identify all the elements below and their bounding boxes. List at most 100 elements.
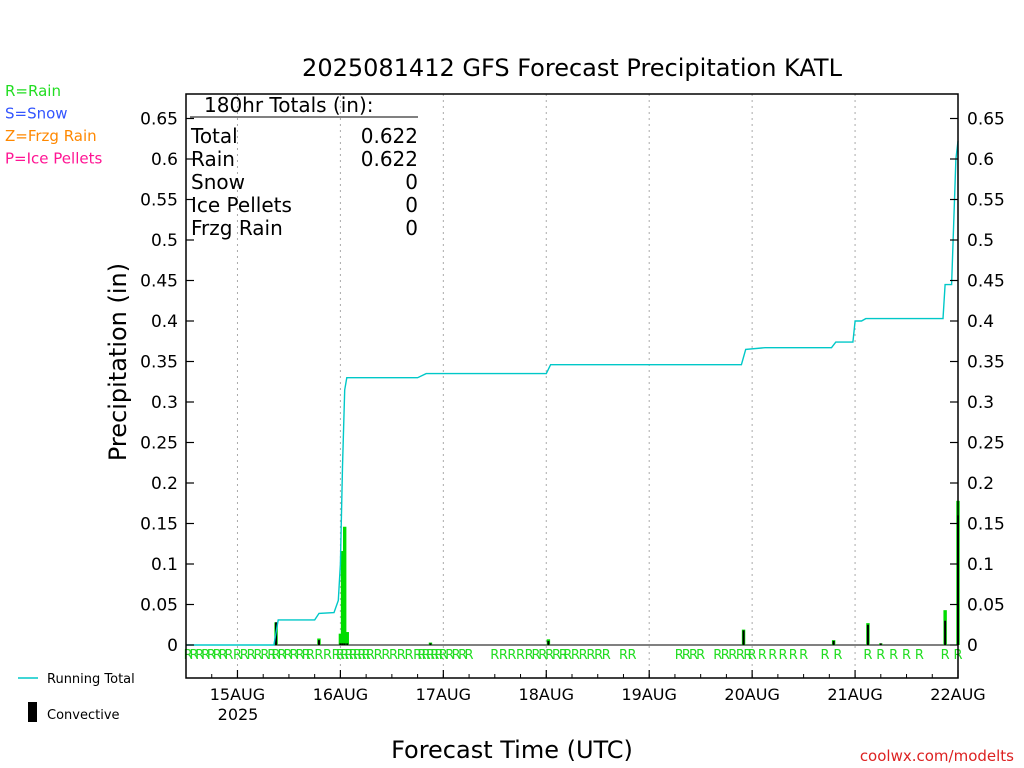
ptype-letter: R	[445, 648, 454, 663]
y-tick-label-left: 0.65	[140, 110, 178, 130]
ptype-letter: R	[552, 648, 561, 663]
ptype-letter: R	[413, 648, 422, 663]
ptype-legend-item: Z=Frzg Rain	[5, 127, 97, 145]
y-tick-label-right: 0.5	[967, 231, 994, 251]
ptype-letter: R	[336, 648, 345, 663]
ptype-letter: R	[490, 648, 499, 663]
precip-bar	[338, 633, 343, 645]
ptype-letter: R	[863, 648, 872, 663]
y-tick-label-left: 0	[167, 636, 178, 656]
convective-bar	[346, 643, 349, 645]
y-tick-label-left: 0.6	[151, 150, 178, 170]
ptype-letter: R	[284, 648, 293, 663]
ptype-legend: R=Rain S=Snow Z=Frzg Rain P=Ice Pellets	[5, 82, 102, 168]
ptype-letter: R	[201, 648, 210, 663]
precip-bar	[345, 632, 349, 645]
y-tick-label-left: 0.1	[151, 555, 178, 575]
y-tick-label-left: 0.3	[151, 393, 178, 413]
totals-row-value: 0	[405, 216, 418, 240]
ptype-legend-item: R=Rain	[5, 82, 61, 100]
y-tick-label-left: 0.25	[140, 434, 178, 454]
ptype-letter: R	[675, 648, 684, 663]
totals-row-label: Snow	[191, 170, 245, 194]
ptype-letter: R	[876, 648, 885, 663]
ptype-letter: R	[207, 648, 216, 663]
ptype-letter: R	[721, 648, 730, 663]
y-tick-label-left: 0.15	[140, 515, 178, 535]
ptype-letter: R	[233, 648, 242, 663]
convective-bar	[339, 643, 342, 645]
ptype-letter: R	[430, 648, 439, 663]
ptype-letter: R	[224, 648, 233, 663]
legend-running-total-label: Running Total	[47, 672, 135, 687]
y-tick-label-left: 0.4	[151, 312, 178, 332]
ptype-letter: R	[349, 648, 358, 663]
ptype-letter: R	[902, 648, 911, 663]
totals-row-label: Frzg Rain	[191, 216, 283, 240]
ptype-letter: R	[344, 648, 353, 663]
ptype-letter: R	[458, 648, 467, 663]
ptype-letter: R	[789, 648, 798, 663]
x-tick-label: 15AUG	[210, 685, 265, 704]
ptype-letter: R	[422, 648, 431, 663]
ptype-letter: R	[247, 648, 256, 663]
ptype-letter: R	[381, 648, 390, 663]
ptype-letter: R	[306, 648, 315, 663]
ptype-letter: R	[586, 648, 595, 663]
ptype-letter: R	[499, 648, 508, 663]
ptype-letter: R	[889, 648, 898, 663]
ptype-letter: R	[452, 648, 461, 663]
ptype-letter: R	[254, 648, 263, 663]
ptype-letter: R	[435, 648, 444, 663]
totals-row-value: 0.622	[361, 147, 418, 171]
ptype-letter: R	[439, 648, 448, 663]
ptype-letter: R	[302, 648, 311, 663]
convective-bar	[429, 643, 432, 645]
running-total-polyline	[186, 141, 959, 646]
y-tick-label-right: 0.25	[967, 434, 1005, 454]
ptype-letter: R	[531, 648, 540, 663]
series-legend: Running Total Convective	[18, 672, 135, 723]
x-tick-label: 17AUG	[416, 685, 471, 704]
legend-convective-swatch	[28, 702, 37, 722]
totals-row-label: Total	[190, 124, 238, 148]
ptype-letter: R	[743, 648, 752, 663]
ptype-letter: R	[353, 648, 362, 663]
totals-header: 180hr Totals (in):	[204, 93, 374, 117]
ptype-letter: R	[195, 648, 204, 663]
ptype-letter: R	[619, 648, 628, 663]
y-tick-label-left: 0.5	[151, 231, 178, 251]
ptype-letter: R	[290, 648, 299, 663]
convective-bar	[879, 643, 882, 645]
ptype-letter: R	[240, 648, 249, 663]
y-axis: 0 00.05 0.050.1 0.10.15 0.150.2 0.20.25 0.250.…	[140, 110, 1005, 657]
ptype-letter: R	[323, 648, 332, 663]
ptype-letter: R	[314, 648, 323, 663]
ptype-letter: R	[696, 648, 705, 663]
credit-text: coolwx.com/modelts	[860, 747, 1014, 765]
ptype-letter: R	[357, 648, 366, 663]
ptype-letter: R	[340, 648, 349, 663]
ptype-letter: R	[915, 648, 924, 663]
ptype-letter: R	[559, 648, 568, 663]
ptype-letter: R	[682, 648, 691, 663]
y-tick-label-left: 0.2	[151, 474, 178, 494]
ptype-letter: R	[579, 648, 588, 663]
running-total-line	[186, 141, 959, 646]
ptype-letter: R	[417, 648, 426, 663]
x-axis-label: Forecast Time (UTC)	[391, 736, 633, 764]
precip-bar	[342, 526, 347, 645]
ptype-letter: R	[189, 648, 198, 663]
y-tick-label-right: 0.45	[967, 272, 1005, 292]
ptype-letter: R	[426, 648, 435, 663]
y-tick-label-right: 0.1	[967, 555, 994, 575]
ptype-letter: R	[272, 648, 281, 663]
ptype-letter: R	[516, 648, 525, 663]
ptype-letter: R	[941, 648, 950, 663]
ptype-letter: R	[184, 648, 193, 663]
convective-bar	[547, 640, 550, 645]
ptype-letter: R	[833, 648, 842, 663]
ptype-letter: R	[219, 648, 228, 663]
ptype-letter: R	[821, 648, 830, 663]
